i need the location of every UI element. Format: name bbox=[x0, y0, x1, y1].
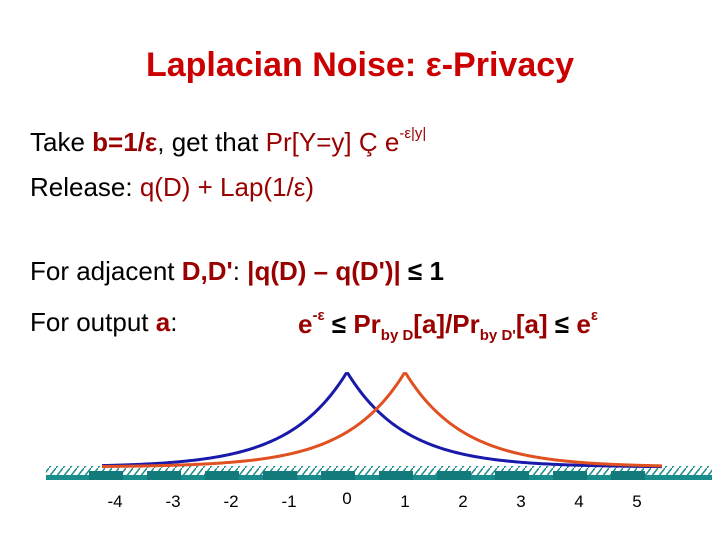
upper-exp-exponent: ε bbox=[590, 307, 598, 324]
axis-segment bbox=[437, 471, 471, 480]
slide-title: Laplacian Noise: ε-Privacy bbox=[145, 46, 575, 84]
density-curves bbox=[101, 372, 663, 469]
tick-label: 5 bbox=[632, 492, 641, 511]
pr-d-prime-arg: [a] bbox=[515, 309, 548, 339]
get-that-text: , get that bbox=[157, 127, 266, 157]
pr-d-subscript: by D bbox=[380, 327, 414, 344]
axis-segment bbox=[553, 471, 587, 480]
adjacent-text: For adjacent bbox=[30, 256, 182, 286]
output-colon: : bbox=[170, 307, 178, 337]
lower-exp-base: e bbox=[298, 309, 313, 339]
output-a: a bbox=[155, 307, 171, 337]
colon: : bbox=[232, 256, 248, 286]
text-line-adjacent: For adjacent D,D': |q(D) – q(D')| ≤ 1 bbox=[30, 256, 444, 287]
pr-d-prime: Pr bbox=[452, 309, 480, 339]
le-sign-2: ≤ bbox=[547, 309, 577, 339]
release-expression: q(D) + Lap(1/ε) bbox=[139, 172, 314, 202]
axis-hatch bbox=[46, 466, 712, 475]
lower-exp-exponent: -ε bbox=[312, 307, 325, 324]
axis-segments bbox=[89, 471, 645, 480]
tick-label: 1 bbox=[400, 492, 409, 511]
sensitivity-bound: ≤ 1 bbox=[400, 256, 444, 286]
axis-segment bbox=[147, 471, 181, 480]
axis-segment bbox=[321, 471, 355, 480]
laplace-curve-d bbox=[101, 372, 663, 469]
tick-label: 2 bbox=[458, 492, 467, 511]
tick-label: -1 bbox=[281, 492, 296, 511]
upper-exp-base: e bbox=[576, 309, 591, 339]
tick-label: -4 bbox=[107, 492, 122, 511]
axis-segment bbox=[263, 471, 297, 480]
tick-label: 3 bbox=[516, 492, 525, 511]
tick-label: 0 bbox=[342, 489, 351, 508]
sensitivity-expression: |q(D) – q(D')| bbox=[247, 256, 401, 286]
datasets-dd: D,D' bbox=[181, 256, 233, 286]
axis-segment bbox=[89, 471, 123, 480]
axis-segment bbox=[611, 471, 645, 480]
axis-tick-labels: -4 -3 -2 -1 0 1 2 3 4 5 bbox=[107, 489, 641, 511]
privacy-inequality: e-ε ≤ Prby D[a]/Prby D'[a] ≤ eε bbox=[298, 307, 598, 344]
tick-label: -3 bbox=[165, 492, 180, 511]
tick-label: -2 bbox=[223, 492, 238, 511]
text-line-release: Release: q(D) + Lap(1/ε) bbox=[30, 172, 314, 203]
text-line-output: For output a: e-ε ≤ Prby D[a]/Prby D'[a]… bbox=[30, 307, 598, 344]
text-line-take-b: Take b=1/ε, get that Pr[Y=y] Ç e-ε|y| bbox=[30, 125, 426, 158]
output-text: For output bbox=[30, 307, 156, 337]
b-definition: b=1/ε bbox=[92, 127, 158, 157]
tick-label: 4 bbox=[574, 492, 583, 511]
take-text: Take bbox=[30, 127, 93, 157]
axis-segment bbox=[379, 471, 413, 480]
le-sign-1: ≤ bbox=[324, 309, 354, 339]
probability-expression: Pr[Y=y] Ç bbox=[265, 127, 385, 157]
pr-d-prime-subscript: by D' bbox=[479, 327, 516, 344]
exp-base: e bbox=[384, 127, 400, 157]
laplace-curve-d-prime bbox=[101, 372, 663, 468]
axis-segment bbox=[495, 471, 529, 480]
axis-segment bbox=[205, 471, 239, 480]
pr-d: Pr bbox=[353, 309, 381, 339]
exp-exponent: -ε|y| bbox=[399, 125, 427, 142]
release-text: Release: bbox=[30, 172, 140, 202]
pr-d-arg: [a]/ bbox=[413, 309, 453, 339]
